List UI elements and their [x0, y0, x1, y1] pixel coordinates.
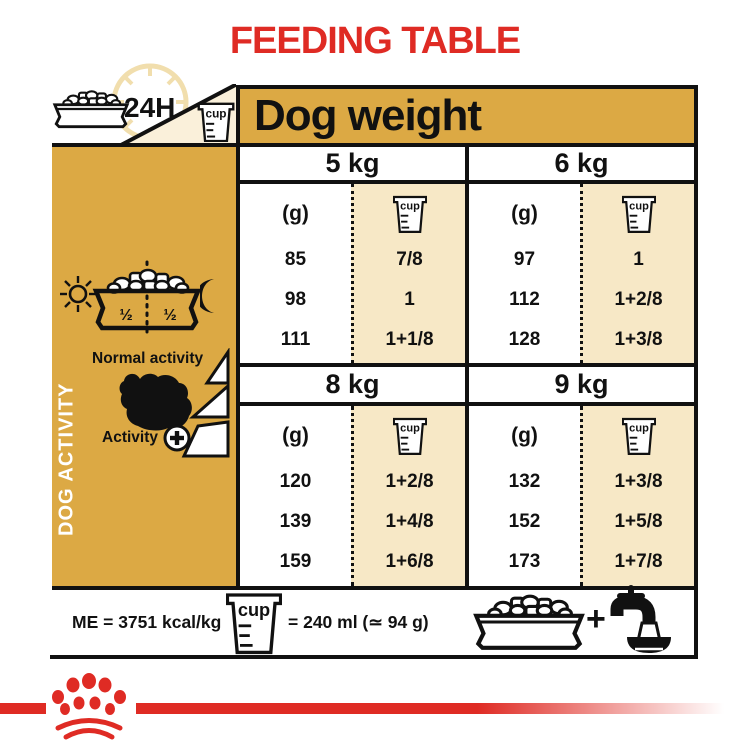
grams-value: 132 [508, 471, 541, 492]
measuring-cup-icon: cup [621, 195, 656, 233]
weight-header-row-2: 8 kg 9 kg [240, 367, 694, 406]
section-9kg: (g) 132 152 173 cup 1+3/8 1+5/8 1+7/8 [465, 406, 694, 586]
brand-bar-left [0, 703, 46, 714]
cups-column: cup 1 1+2/8 1+3/8 [580, 184, 694, 363]
cup-value: 1+2/8 [385, 471, 434, 492]
me-kcal-label: ME = 3751 kcal/kg [72, 612, 222, 632]
data-row-1: (g) 85 98 111 cup 7/8 1 1+1/8 (g) 97 112 [240, 184, 694, 367]
cup-value: 1+3/8 [614, 329, 663, 350]
weight-9kg: 9 kg [465, 367, 694, 402]
grams-value: 173 [508, 551, 541, 572]
sun-icon [60, 276, 96, 312]
measuring-cup-icon: cup [392, 195, 427, 233]
cups-column: cup 1+3/8 1+5/8 1+7/8 [580, 406, 694, 586]
grams-value: 97 [513, 249, 536, 270]
grams-value: 139 [279, 511, 312, 532]
grams-value: 159 [279, 551, 312, 572]
cup-value: 1+3/8 [614, 471, 663, 492]
cup-volume-label: = 240 ml (≃ 94 g) [288, 612, 429, 632]
dog-activity-panel: DOG ACTIVITY ½ ½ [52, 143, 236, 590]
cups-column: cup 7/8 1 1+1/8 [351, 184, 465, 363]
cup-value: 1+4/8 [385, 511, 434, 532]
grams-value: 152 [508, 511, 541, 532]
measuring-cup-icon: cup [197, 102, 235, 142]
grams-value: 85 [284, 249, 307, 270]
section-6kg: (g) 97 112 128 cup 1 1+2/8 1+3/8 [465, 184, 694, 363]
royal-canin-crown-logo [52, 673, 126, 740]
normal-activity-label: Normal activity [92, 350, 204, 367]
grams-label: (g) [511, 202, 538, 225]
brand-bar-right [136, 703, 724, 714]
grams-value: 128 [508, 329, 541, 350]
weight-header-row-1: 5 kg 6 kg [240, 147, 694, 184]
grams-label: (g) [511, 424, 538, 447]
grams-column: (g) 97 112 128 [469, 184, 580, 363]
half-bowl-icon: ½ ½ [92, 260, 202, 334]
hours-24h-label: 24H [124, 92, 176, 123]
measuring-cup-icon: cup [392, 417, 427, 455]
weight-8kg: 8 kg [240, 367, 465, 402]
grams-label: (g) [282, 202, 309, 225]
cup-value: 1+6/8 [385, 551, 434, 572]
grams-value: 98 [284, 289, 307, 310]
grams-column: (g) 85 98 111 [240, 184, 351, 363]
data-row-2: (g) 120 139 159 cup 1+2/8 1+4/8 1+6/8 (g… [240, 406, 694, 586]
weight-5kg: 5 kg [240, 147, 465, 180]
half-left-label: ½ [119, 307, 132, 324]
grams-column: (g) 120 139 159 [240, 406, 351, 586]
cup-value: 1+7/8 [614, 551, 663, 572]
grams-label: (g) [282, 424, 309, 447]
dog-activity-label: DOG ACTIVITY [55, 382, 78, 536]
divider [694, 590, 698, 655]
page-title: FEEDING TABLE [229, 20, 521, 62]
svg-text:cup: cup [629, 423, 649, 435]
feeding-table: Dog weight 5 kg 6 kg (g) 85 98 111 cup 7… [236, 85, 698, 590]
activity-level-icons [181, 348, 230, 458]
plus-icon: + [586, 600, 606, 638]
cups-column: cup 1+2/8 1+4/8 1+6/8 [351, 406, 465, 586]
water-tap-icon [610, 585, 671, 653]
moon-icon [200, 279, 214, 313]
cup-value: 7/8 [396, 249, 423, 270]
cup-value: 1+2/8 [614, 289, 663, 310]
cup-value: 1 [404, 289, 415, 310]
section-5kg: (g) 85 98 111 cup 7/8 1 1+1/8 [240, 184, 465, 363]
grams-value: 112 [509, 289, 540, 310]
kibble-bowl-icon [52, 90, 130, 129]
weight-6kg: 6 kg [465, 147, 694, 180]
measuring-cup-icon: cup [621, 417, 656, 455]
cup-text: cup [206, 106, 227, 120]
cup-value: 1 [633, 249, 644, 270]
dog-silhouette-icon [119, 373, 192, 431]
plus-circle-icon [163, 424, 191, 452]
divider [50, 655, 698, 659]
dog-weight-header: Dog weight [240, 89, 694, 147]
grams-column: (g) 132 152 173 [469, 406, 580, 586]
grams-value: 120 [279, 471, 312, 492]
cup-value: 1+5/8 [614, 511, 663, 532]
svg-text:cup: cup [629, 201, 649, 213]
kibble-bowl-icon [473, 594, 585, 650]
svg-text:cup: cup [400, 201, 420, 213]
activity-label: Activity [102, 429, 158, 446]
cup-text: cup [238, 600, 270, 620]
grams-value: 111 [280, 329, 311, 350]
cup-value: 1+1/8 [385, 329, 434, 350]
half-right-label: ½ [163, 307, 176, 324]
section-8kg: (g) 120 139 159 cup 1+2/8 1+4/8 1+6/8 [240, 406, 465, 586]
svg-text:cup: cup [400, 423, 420, 435]
measuring-cup-icon: cup [226, 593, 282, 655]
